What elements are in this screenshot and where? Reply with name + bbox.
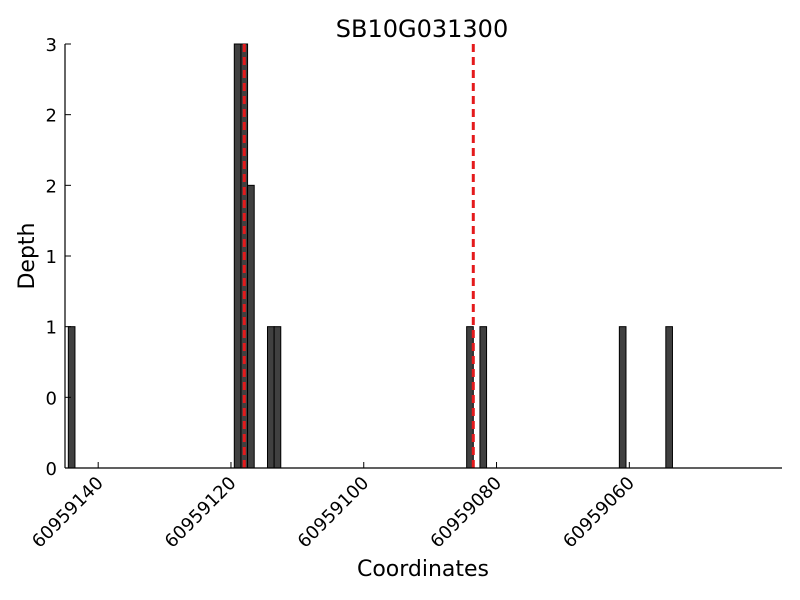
y-tick-label-4: 2: [46, 176, 57, 197]
bar-1: [233, 43, 242, 469]
reference-lines-layer: [242, 44, 475, 468]
y-tick-label-1: 0: [46, 388, 57, 409]
bar-3: [247, 184, 255, 469]
y-tick-label-5: 2: [46, 106, 57, 127]
x-tick-label-1: 60959120: [161, 473, 241, 553]
y-tick-label-2: 1: [46, 318, 57, 339]
x-ticks: 60959140 60959120 60959100 60959080 60959060: [28, 462, 639, 552]
bars-layer: [67, 43, 673, 469]
bar-9: [665, 326, 673, 469]
x-tick-label-0: 60959140: [28, 473, 108, 553]
bar-4: [266, 326, 275, 469]
bar-7: [479, 326, 488, 469]
chart-title: SB10G031300: [336, 15, 508, 43]
x-axis-label: Coordinates: [357, 557, 489, 582]
bar-8: [618, 326, 627, 469]
y-tick-label-3: 1: [46, 247, 57, 268]
y-axis-label: Depth: [15, 222, 40, 289]
x-tick-label-2: 60959100: [294, 473, 374, 553]
y-tick-label-0: 0: [46, 459, 57, 480]
y-tick-label-6: 3: [46, 35, 57, 56]
y-ticks: 0 0 1 1 2 2 3: [46, 35, 71, 480]
axes: [64, 44, 782, 469]
x-tick-label-3: 60959080: [426, 473, 506, 553]
bar-5: [273, 326, 282, 469]
x-tick-label-4: 60959060: [559, 473, 639, 553]
